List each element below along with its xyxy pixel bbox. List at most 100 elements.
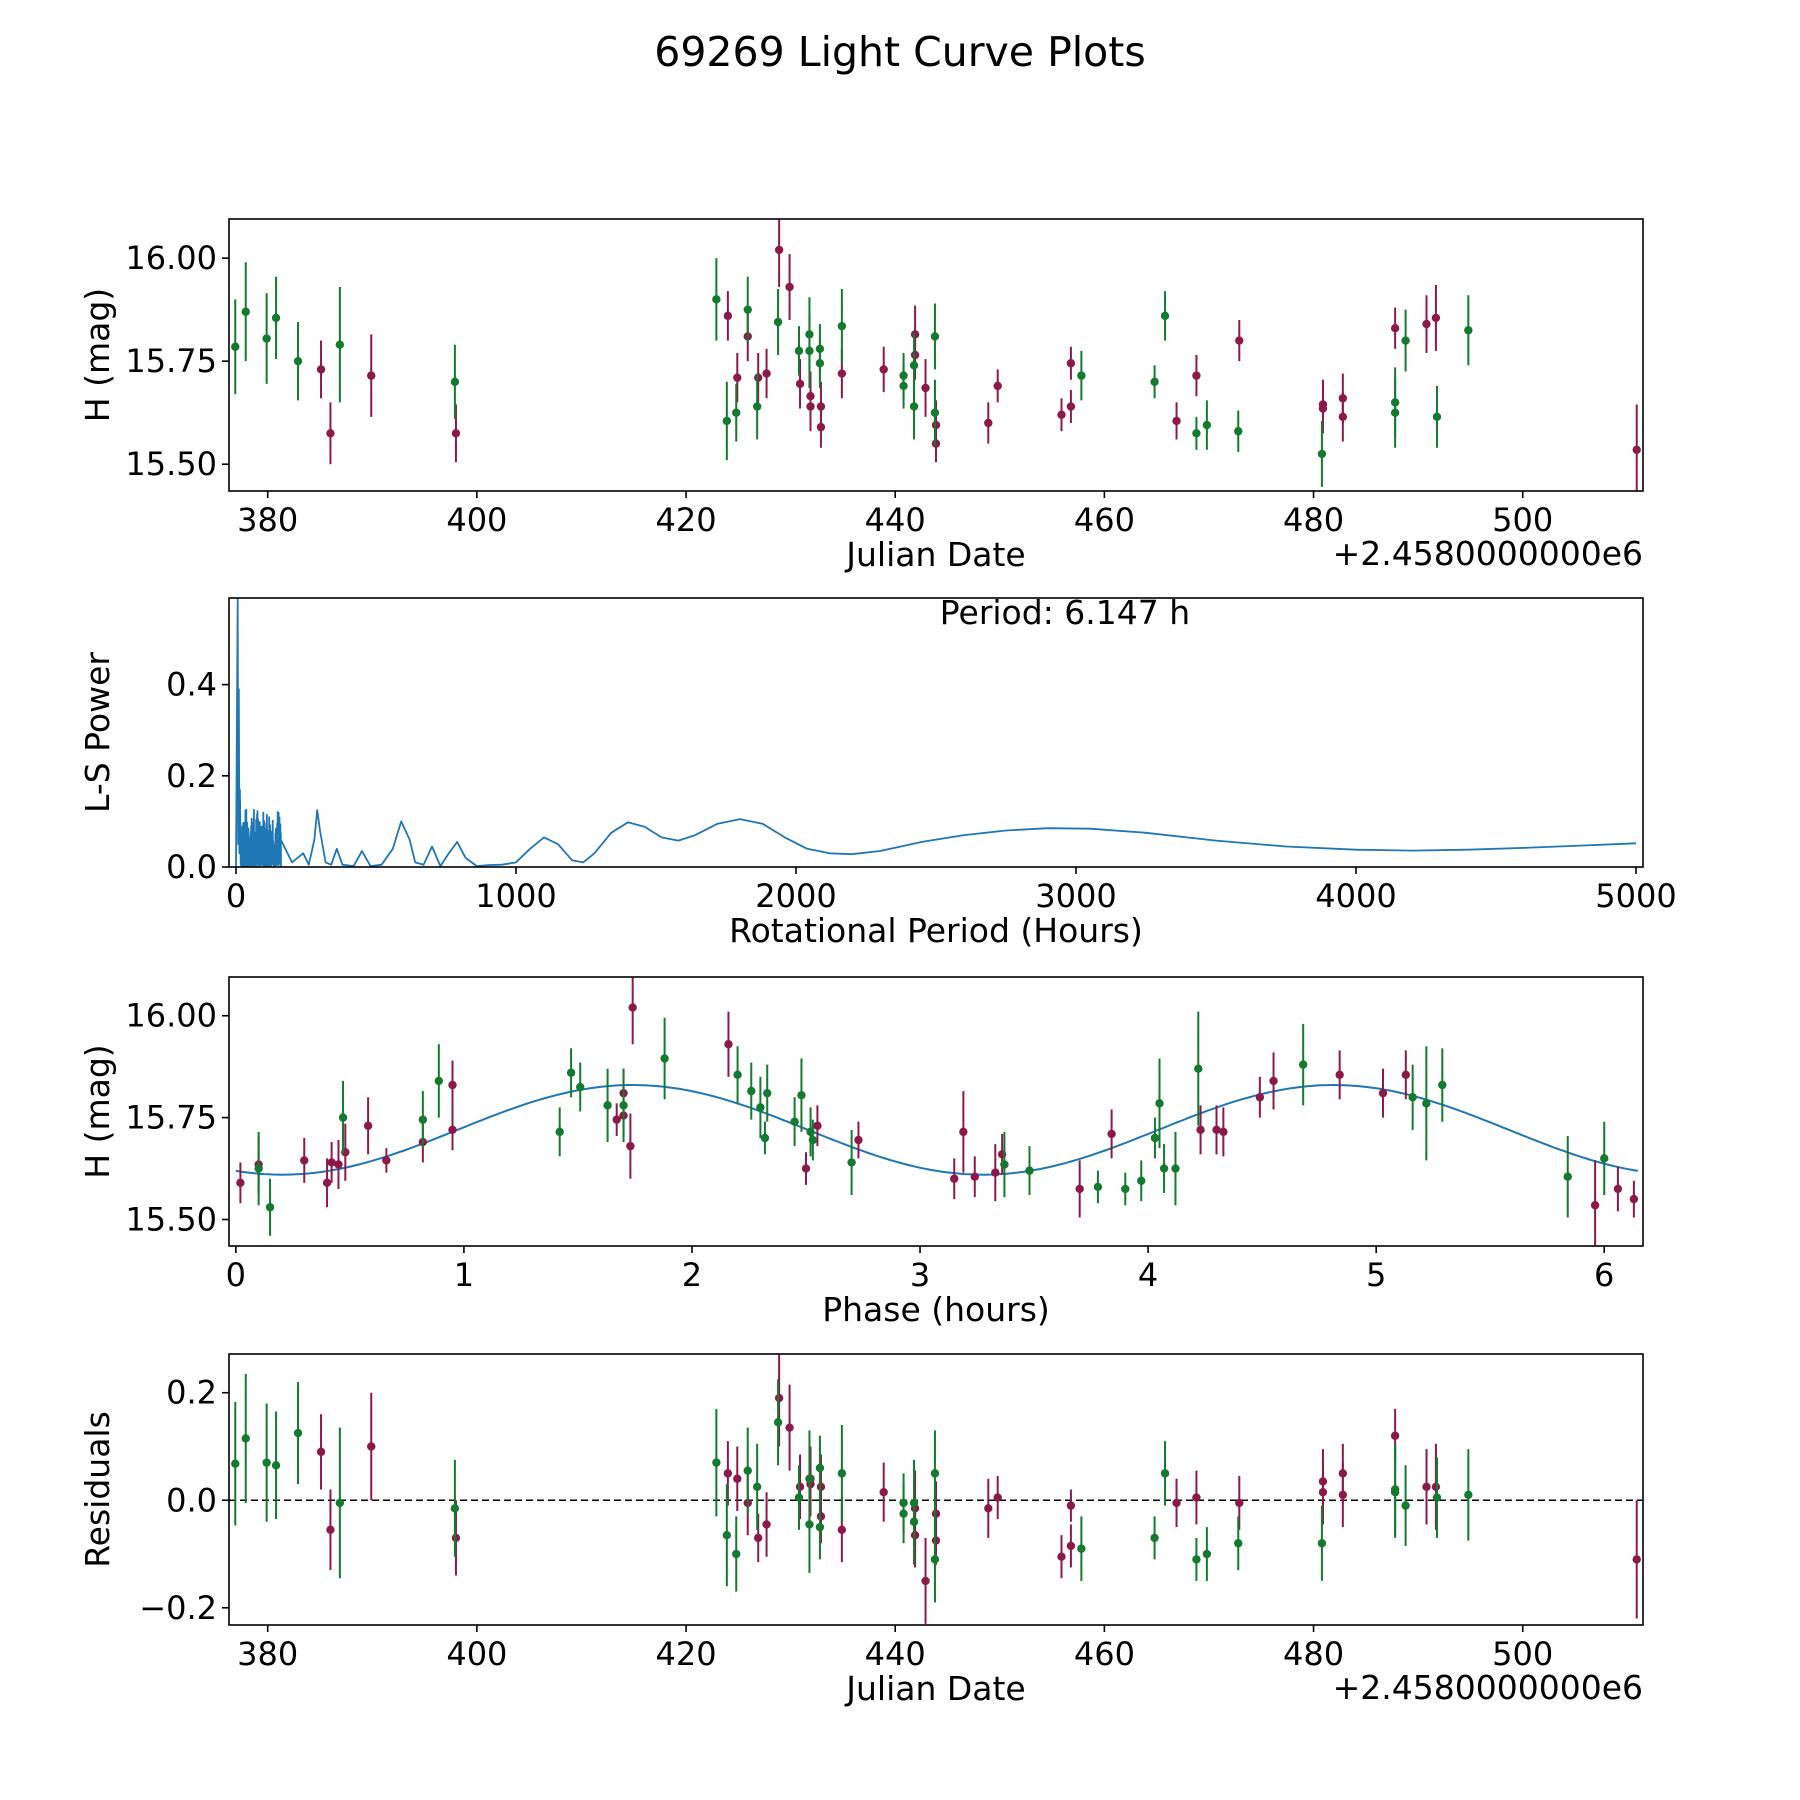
data-point: [747, 1086, 756, 1096]
data-point: [909, 1517, 919, 1526]
data-point: [1431, 313, 1441, 323]
x-offset-label: +2.4580000000e6: [1333, 1668, 1643, 1707]
data-point: [899, 381, 908, 391]
data-point: [1298, 1060, 1308, 1069]
x-tick-label: 4: [1138, 1256, 1158, 1294]
data-point: [723, 311, 733, 321]
data-point: [1464, 326, 1473, 335]
data-point: [236, 1178, 245, 1188]
data-point: [451, 1533, 461, 1543]
data-point: [322, 1178, 332, 1188]
data-point: [335, 340, 345, 349]
data-point: [1000, 1160, 1009, 1169]
data-point: [576, 1082, 585, 1092]
data-point: [1401, 1070, 1411, 1080]
data-point: [566, 1068, 576, 1077]
data-point: [815, 1463, 825, 1473]
x-axis-label: Phase (hours): [822, 1290, 1050, 1329]
periodogram-curve: [235, 598, 1637, 867]
period-annotation: Period: 6.147 h: [940, 593, 1190, 632]
data-point: [1121, 1184, 1130, 1194]
y-tick-label: 0.4: [166, 666, 217, 704]
data-point: [262, 1458, 271, 1467]
x-tick-label: 1000: [475, 877, 556, 915]
data-point: [743, 305, 752, 314]
data-point: [1202, 1549, 1212, 1559]
data-point: [815, 359, 825, 368]
data-point: [816, 1482, 826, 1492]
x-tick-label: 420: [656, 1635, 717, 1673]
data-point: [316, 1447, 326, 1457]
data-point: [984, 418, 993, 428]
x-tick-label: 500: [1492, 1635, 1553, 1673]
data-point: [909, 402, 919, 411]
data-point: [813, 1121, 822, 1130]
data-point: [1066, 1501, 1076, 1510]
data-point: [1632, 445, 1641, 454]
panels: 380 400 420 440 460 480 50015.5015.7516.00Juli…: [78, 218, 1677, 1708]
x-tick-label: 0: [226, 877, 246, 915]
data-point: [930, 1555, 940, 1564]
data-point: [785, 282, 794, 292]
data-point: [1150, 1533, 1159, 1543]
plot-area-periodogram: [235, 598, 1637, 867]
data-point: [316, 365, 326, 374]
data-point: [612, 1115, 621, 1124]
data-point: [1057, 1552, 1066, 1561]
x-tick-label: 6: [1594, 1256, 1614, 1294]
data-point: [660, 1054, 669, 1063]
x-tick-label: 0: [226, 1256, 246, 1294]
data-point: [837, 1469, 847, 1478]
y-tick-label: 0.0: [166, 848, 217, 886]
x-tick-label: 4000: [1315, 877, 1396, 915]
x-tick-label: 460: [1074, 1635, 1135, 1673]
data-point: [909, 361, 919, 370]
x-tick-label: 2000: [755, 877, 836, 915]
data-point: [712, 1458, 721, 1467]
data-point: [1600, 1154, 1609, 1163]
x-tick-label: 5000: [1595, 877, 1676, 915]
data-point: [760, 1133, 770, 1143]
data-point: [367, 371, 376, 380]
data-point: [773, 1418, 783, 1427]
data-point: [1093, 1182, 1103, 1192]
data-point: [450, 377, 460, 386]
data-point: [231, 1459, 240, 1468]
data-point: [1318, 1487, 1328, 1497]
data-point: [754, 373, 763, 382]
data-point: [1066, 1541, 1076, 1551]
data-point: [338, 1113, 348, 1122]
data-point: [993, 1493, 1002, 1502]
data-point: [1269, 1076, 1278, 1086]
data-point: [628, 1003, 637, 1012]
data-point: [293, 1428, 303, 1438]
data-point: [724, 1040, 733, 1049]
data-point: [1192, 429, 1201, 438]
data-point: [837, 321, 847, 331]
data-point: [1159, 1164, 1169, 1173]
data-point: [756, 1103, 765, 1112]
axes-frame: [228, 1353, 1644, 1626]
data-point: [1196, 1125, 1205, 1135]
x-offset-label: +2.4580000000e6: [1333, 534, 1643, 573]
panel-lightcurve: 380 400 420 440 460 480 500 15.50 15.75 16.00 Juli…: [78, 218, 1644, 574]
data-point: [300, 1156, 309, 1165]
series-band_b: [254, 1011, 1609, 1236]
data-point: [797, 1090, 806, 1100]
data-point: [816, 1512, 826, 1521]
data-point: [448, 1125, 457, 1135]
data-point: [921, 383, 930, 393]
data-point: [733, 1070, 742, 1080]
panel-periodogram: 0 1000 2000 3000 4000 5000 0.0 0.2 0.4 Rotational…: [78, 593, 1677, 950]
axes-frame: [228, 976, 1644, 1247]
data-point: [921, 1576, 930, 1586]
data-point: [993, 381, 1002, 391]
data-point: [1235, 1498, 1244, 1508]
data-point: [1590, 1201, 1600, 1210]
data-point: [816, 422, 826, 432]
data-point: [1390, 1485, 1400, 1494]
x-axis-label: Julian Date: [844, 535, 1026, 574]
data-point: [762, 1520, 771, 1529]
data-point: [910, 350, 920, 360]
y-axis-label: Residuals: [78, 1411, 117, 1568]
